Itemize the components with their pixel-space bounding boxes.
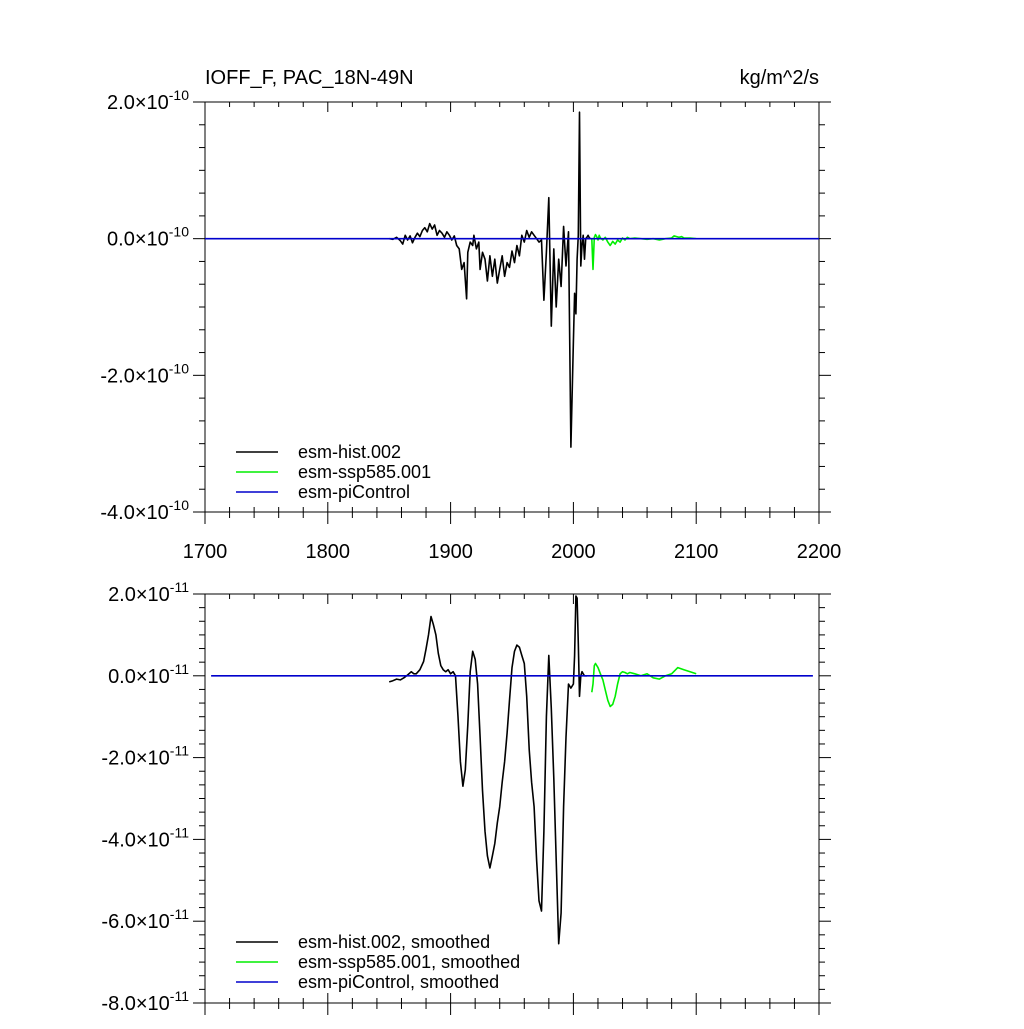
series-group: [205, 111, 819, 448]
y-tick-label: -2.0×10-11: [101, 743, 189, 770]
series-line-0: [388, 595, 587, 945]
series-line-1: [591, 233, 697, 271]
y-tick-label: 0.0×10-11: [108, 661, 189, 688]
x-tick-label: 2200: [797, 541, 842, 563]
series-line-1: [591, 662, 697, 708]
bottom-panel: 2.0×10-11 0.0×10-11 -2.0×10-11 -4.0×10-11 -6…: [101, 579, 831, 1015]
y-tick-label: -4.0×10-10: [100, 497, 189, 524]
legend-label: esm-ssp585.001, smoothed: [298, 952, 520, 972]
x-tick-label: 1900: [428, 541, 473, 563]
y-tick-label: -6.0×10-11: [101, 906, 189, 933]
y-tick-label: -4.0×10-11: [101, 824, 189, 851]
x-tick-label: 1800: [306, 541, 351, 563]
legend-label: esm-piControl: [298, 482, 410, 502]
y-tick-label: 0.0×10-10: [107, 224, 189, 251]
legend-label: esm-ssp585.001: [298, 462, 431, 482]
x-tick-label: 1700: [183, 541, 228, 563]
y-tick-label: 2.0×10-11: [108, 579, 189, 606]
series-group: [211, 595, 813, 945]
chart-title-right: kg/m^2/s: [740, 67, 819, 89]
x-tick-label: 2000: [551, 541, 596, 563]
legend-label: esm-hist.002, smoothed: [298, 932, 490, 952]
y-tick-label: 2.0×10-10: [107, 87, 189, 114]
y-tick-label: -8.0×10-11: [101, 988, 189, 1015]
top-panel: 1700 1800 1900 2000 2100 2200 2.0×10-10 0.0×10-…: [100, 67, 841, 563]
legend-label: esm-piControl, smoothed: [298, 972, 499, 992]
x-tick-label: 2100: [674, 541, 719, 563]
legend-label: esm-hist.002: [298, 442, 401, 462]
chart-title-left: IOFF_F, PAC_18N-49N: [205, 67, 414, 89]
series-line-0: [389, 111, 592, 448]
y-tick-label: -2.0×10-10: [100, 360, 189, 387]
